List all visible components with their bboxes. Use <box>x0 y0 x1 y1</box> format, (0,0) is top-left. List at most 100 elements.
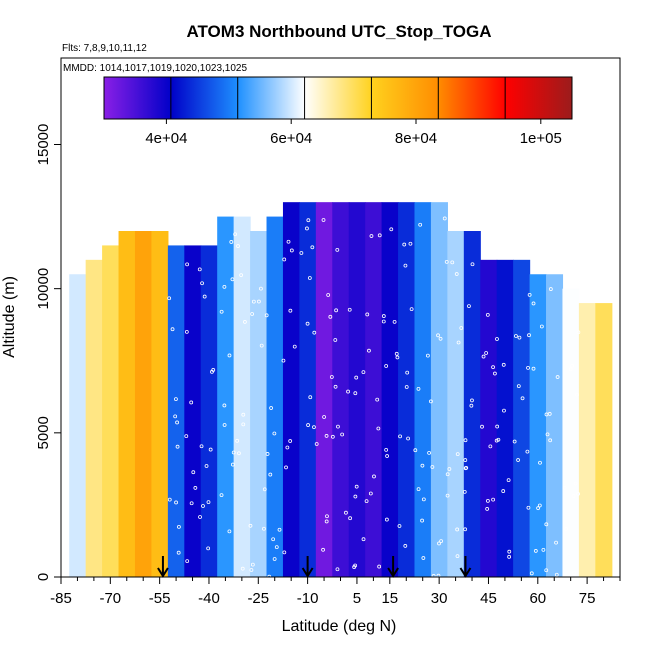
sample-point <box>576 330 581 335</box>
sample-point <box>495 424 500 429</box>
sample-point <box>367 348 371 353</box>
sample-point <box>248 523 253 528</box>
colorbar-tick-label: 6e+04 <box>270 130 312 147</box>
sample-point <box>445 493 450 498</box>
sample-point <box>175 444 180 449</box>
sample-point <box>403 263 408 268</box>
heatmap-column <box>233 216 251 577</box>
y-tick-label: 0 <box>35 573 52 581</box>
colorbar-segment <box>304 77 372 119</box>
y-tick-label: 15000 <box>35 124 52 166</box>
sample-point <box>219 493 224 498</box>
sample-point <box>416 487 421 492</box>
sample-point <box>321 547 325 552</box>
sample-point <box>463 458 468 462</box>
sample-point <box>544 412 549 417</box>
sample-point <box>206 500 211 505</box>
sample-point <box>328 314 333 319</box>
sample-point <box>330 434 335 439</box>
sample-point <box>548 438 553 443</box>
sample-point <box>347 307 352 312</box>
sample-point <box>525 449 530 454</box>
sample-point <box>529 571 534 576</box>
sample-point <box>289 248 294 253</box>
sample-point <box>353 391 358 396</box>
sample-point <box>447 467 452 471</box>
sample-point <box>392 320 397 324</box>
colorbar-tick-label: 8e+04 <box>395 130 437 147</box>
sample-point <box>272 557 277 561</box>
x-tick-label: -10 <box>297 590 319 607</box>
sample-point <box>322 415 326 419</box>
sample-point <box>167 296 172 301</box>
heatmap-column <box>562 288 580 577</box>
sample-point <box>403 544 408 548</box>
sample-point <box>237 451 241 456</box>
sample-point <box>539 324 544 329</box>
sample-point <box>485 499 490 503</box>
sample-point <box>470 398 474 403</box>
sample-point <box>481 354 486 359</box>
sample-point <box>299 251 304 255</box>
sample-point <box>197 267 202 272</box>
sample-point <box>514 334 518 338</box>
heatmap-column <box>546 274 564 577</box>
sample-point <box>262 526 266 531</box>
sample-point <box>404 385 409 389</box>
heatmap-column <box>578 303 596 577</box>
colorbar-segment <box>170 77 239 119</box>
sample-point <box>202 294 207 299</box>
marker-arrow-head <box>387 567 399 578</box>
sample-point <box>250 312 255 316</box>
sample-point <box>506 478 511 483</box>
sample-point <box>571 494 576 498</box>
sample-point <box>572 571 576 575</box>
sample-point <box>516 384 521 389</box>
sample-point <box>346 389 350 394</box>
x-tick-label: 5 <box>353 590 361 607</box>
sample-point <box>450 260 455 265</box>
colorbar-segment <box>438 77 506 119</box>
sample-point <box>531 301 536 306</box>
colorbar-segment <box>237 77 306 119</box>
sample-point <box>527 292 532 297</box>
sample-point <box>262 487 267 492</box>
sample-point <box>470 262 475 267</box>
sample-point <box>536 506 541 511</box>
sample-point <box>377 233 382 238</box>
sample-point <box>307 276 312 280</box>
dates-subtitle: MMDD: 1014,1017,1019,1020,1023,1025 <box>63 63 247 74</box>
sample-point <box>385 454 389 458</box>
x-axis: -85 -70 -55 -40 -25 -10 5 15 30 45 60 75 <box>50 576 621 607</box>
heatmap-column <box>69 274 87 577</box>
sample-point <box>463 438 468 443</box>
sample-point <box>420 463 425 468</box>
y-axis-label: Altitude (m) <box>1 276 18 358</box>
sample-point <box>439 539 444 544</box>
sample-point <box>384 364 389 368</box>
sample-point <box>236 244 240 248</box>
sample-point <box>512 439 517 444</box>
heatmap-column <box>430 202 448 577</box>
sample-point <box>306 218 311 223</box>
colorbar-tick-label: 4e+04 <box>145 130 187 147</box>
sample-point <box>206 546 211 551</box>
sample-point <box>310 245 315 250</box>
heatmap-column <box>151 231 169 577</box>
sample-point <box>198 515 202 519</box>
sample-point <box>484 351 489 355</box>
sample-point <box>227 529 232 534</box>
sample-point <box>527 333 531 338</box>
sample-point <box>174 397 178 402</box>
sample-point <box>321 218 326 222</box>
sample-point <box>288 439 293 443</box>
sample-point <box>463 466 468 471</box>
x-tick-label: 75 <box>579 590 596 607</box>
sample-point <box>284 465 288 470</box>
sample-point <box>306 423 310 427</box>
sample-point <box>286 239 291 244</box>
sample-point <box>282 257 287 262</box>
sample-point <box>269 406 274 410</box>
sample-point <box>361 537 366 542</box>
sample-point <box>375 397 380 402</box>
